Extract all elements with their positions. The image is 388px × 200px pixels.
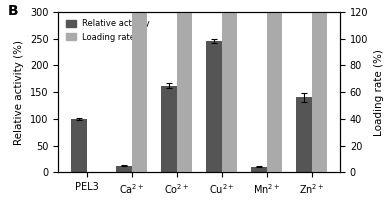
Y-axis label: Loading rate (%): Loading rate (%) [374, 49, 384, 136]
Bar [222, 0, 237, 172]
Bar [177, 0, 192, 172]
Bar [296, 97, 312, 172]
Legend: Relative activity, Loading rate: Relative activity, Loading rate [62, 16, 154, 45]
Text: B: B [8, 4, 18, 18]
Bar [116, 166, 132, 172]
Y-axis label: Relative activity (%): Relative activity (%) [14, 40, 24, 145]
Bar [251, 167, 267, 172]
Bar [132, 0, 147, 172]
Bar [71, 119, 87, 172]
Bar [206, 41, 222, 172]
Bar [267, 0, 282, 172]
Bar [161, 86, 177, 172]
Bar [312, 0, 327, 172]
